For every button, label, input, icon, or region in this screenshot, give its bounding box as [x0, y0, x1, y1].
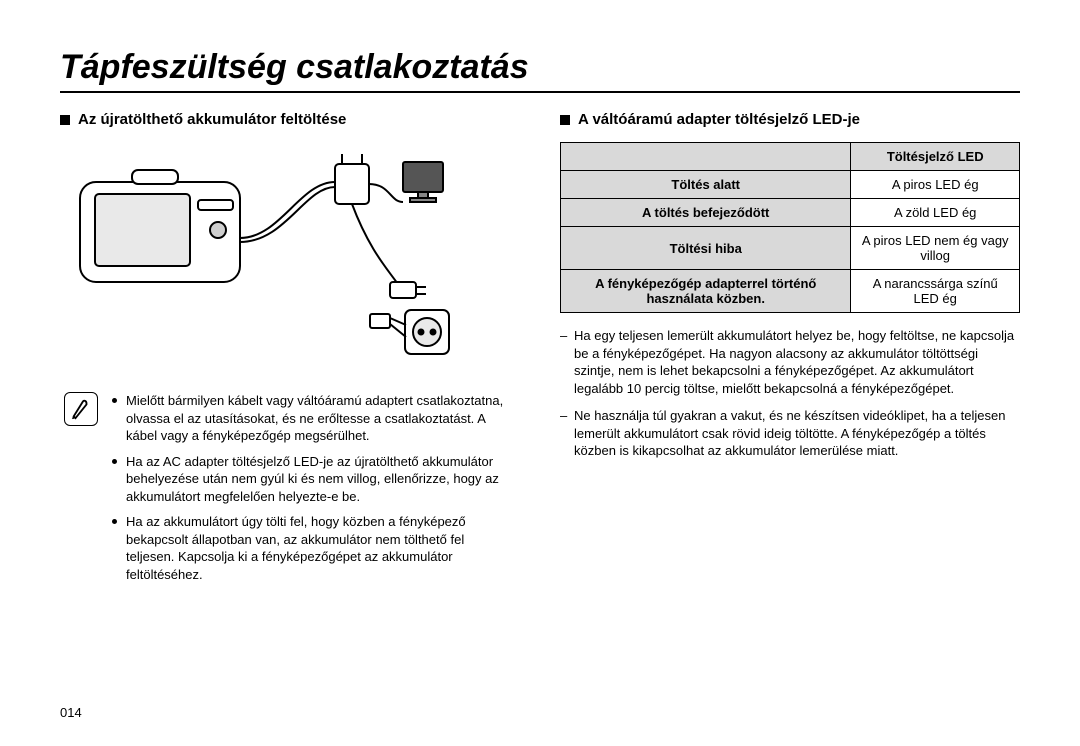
left-bullet-item: Mielőtt bármilyen kábelt vagy váltóáramú… [112, 392, 516, 445]
square-bullet-icon [560, 115, 570, 125]
title-rule [60, 91, 1020, 93]
right-notes-list: Ha egy teljesen lemerült akkumulátort he… [560, 327, 1020, 460]
page-title: Tápfeszültség csatlakoztatás [60, 48, 1020, 87]
row-label: A töltés befejeződött [561, 199, 851, 227]
left-heading: Az újratölthető akkumulátor feltöltése [60, 111, 520, 128]
table-row: Töltés alatt A piros LED ég [561, 171, 1020, 199]
right-note-item: Ha egy teljesen lemerült akkumulátort he… [560, 327, 1020, 397]
table-header-empty [561, 143, 851, 171]
page-number: 014 [60, 705, 82, 720]
right-note-item: Ne használja túl gyakran a vakut, és ne … [560, 407, 1020, 460]
row-value: A zöld LED ég [851, 199, 1020, 227]
row-label: A fényképezőgép adapterrel történő haszn… [561, 270, 851, 313]
two-column-layout: Az újratölthető akkumulátor feltöltése [60, 111, 1020, 591]
note-icon [64, 392, 98, 426]
left-column: Az újratölthető akkumulátor feltöltése [60, 111, 520, 591]
led-status-table: Töltésjelző LED Töltés alatt A piros LED… [560, 142, 1020, 313]
charging-illustration [70, 142, 450, 362]
table-row: Töltési hiba A piros LED nem ég vagy vil… [561, 227, 1020, 270]
square-bullet-icon [60, 115, 70, 125]
left-bullet-item: Ha az akkumulátort úgy tölti fel, hogy k… [112, 513, 516, 583]
left-heading-text: Az újratölthető akkumulátor feltöltése [78, 111, 346, 128]
row-value: A piros LED ég [851, 171, 1020, 199]
row-value: A narancssárga színű LED ég [851, 270, 1020, 313]
note-block: Mielőtt bármilyen kábelt vagy váltóáramú… [64, 392, 516, 591]
right-column: A váltóáramú adapter töltésjelző LED-je … [560, 111, 1020, 591]
left-bullet-item: Ha az AC adapter töltésjelző LED-je az ú… [112, 453, 516, 506]
table-row: A fényképezőgép adapterrel történő haszn… [561, 270, 1020, 313]
left-bullet-list: Mielőtt bármilyen kábelt vagy váltóáramú… [112, 392, 516, 591]
illustration-svg [70, 142, 450, 362]
table-header-led: Töltésjelző LED [851, 143, 1020, 171]
right-heading-text: A váltóáramú adapter töltésjelző LED-je [578, 111, 860, 128]
row-label: Töltés alatt [561, 171, 851, 199]
row-value: A piros LED nem ég vagy villog [851, 227, 1020, 270]
row-label: Töltési hiba [561, 227, 851, 270]
table-row: A töltés befejeződött A zöld LED ég [561, 199, 1020, 227]
right-heading: A váltóáramú adapter töltésjelző LED-je [560, 111, 1020, 128]
